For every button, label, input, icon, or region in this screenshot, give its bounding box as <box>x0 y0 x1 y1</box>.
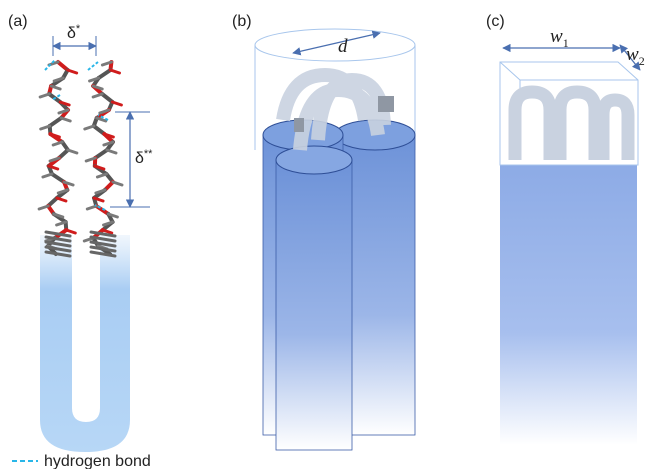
bond <box>97 118 106 121</box>
delta-double-star: δ** <box>135 148 153 167</box>
bond <box>68 150 77 153</box>
molecule-chains <box>39 60 122 256</box>
bond <box>99 70 111 78</box>
bond <box>97 174 106 177</box>
panel-label: (b) <box>232 13 252 30</box>
bond <box>87 206 96 209</box>
bond <box>52 174 64 182</box>
bond <box>93 94 102 97</box>
bond <box>40 94 49 97</box>
bond <box>95 150 107 158</box>
loop-end <box>378 96 394 112</box>
hydrogen-bond <box>88 62 98 70</box>
bond <box>110 70 119 73</box>
diameter-arrow <box>293 33 380 53</box>
panel-label: (a) <box>8 13 28 30</box>
bond <box>107 150 116 153</box>
loop-end <box>294 118 304 132</box>
bond <box>39 206 48 209</box>
bond <box>61 118 70 121</box>
bond <box>68 70 77 73</box>
diameter-label: d <box>338 36 348 57</box>
panel-label: (c) <box>486 13 505 30</box>
legend-label: hydrogen bond <box>44 453 151 469</box>
bond <box>43 174 52 177</box>
loops <box>515 92 628 160</box>
cylinder-top <box>276 146 352 174</box>
cylinder <box>276 160 352 450</box>
block <box>500 165 637 445</box>
delta-star: δ* <box>67 23 81 42</box>
bond <box>85 126 94 129</box>
width1-label: w1 <box>550 26 569 50</box>
bond <box>113 182 122 185</box>
bond <box>112 102 121 105</box>
bond <box>66 230 75 233</box>
bond <box>57 198 66 201</box>
width2-label: w2 <box>626 44 645 68</box>
bond <box>53 142 62 145</box>
figure: (a) δ* δ** hydrogen bond (b) d (c) w1 w2 <box>0 0 648 469</box>
u-tube <box>40 235 130 452</box>
bounding-cylinder <box>255 29 415 61</box>
bond <box>103 230 112 233</box>
bond <box>50 118 61 126</box>
